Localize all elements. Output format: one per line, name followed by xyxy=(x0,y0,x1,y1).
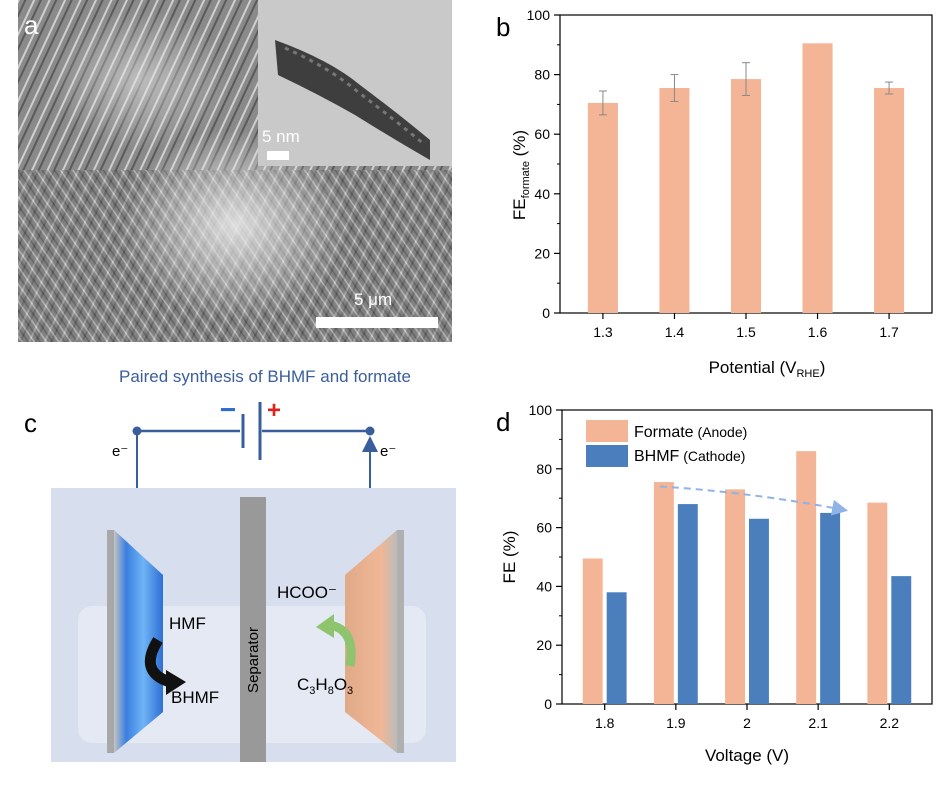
panel-b-xtick-label: 1.5 xyxy=(736,324,756,340)
panel-d-ytick-label: 100 xyxy=(529,402,553,418)
panel-b-xtick-label: 1.4 xyxy=(665,324,685,340)
panel-d-xtick-label: 2.1 xyxy=(808,715,828,731)
oxidation-arrow xyxy=(328,620,356,667)
bar-bhmf-2.1 xyxy=(820,512,841,704)
panel-b-xtick-label: 1.7 xyxy=(879,324,899,340)
panel-b-ytick-label: 100 xyxy=(527,7,551,23)
main-scale-label: 5 μm xyxy=(354,290,392,309)
bar-formate-2 xyxy=(725,489,745,704)
panel-d-chart: d FE (%) Voltage (V) Formate (Anode) BHM… xyxy=(496,402,933,765)
bar-bhmf-1.9 xyxy=(677,504,698,704)
formate-ion-label: HCOO⁻ xyxy=(277,583,337,602)
legend-label-formate: Formate (Anode) xyxy=(634,424,747,441)
bar-1.6 xyxy=(802,43,833,314)
tem-nanorod-grain xyxy=(284,46,426,147)
panel-d-ylabel: FE (%) xyxy=(500,531,519,584)
cathode-edge xyxy=(107,530,114,753)
legend-swatch-bhmf xyxy=(586,445,628,467)
node-right xyxy=(365,426,375,436)
inset-scale-label: 5 nm xyxy=(262,127,300,146)
electron-right-label: e⁻ xyxy=(380,443,396,460)
panel-d-ytick-label: 0 xyxy=(544,696,552,712)
panel-d-ytick-label: 80 xyxy=(536,461,552,477)
panel-d-ytick-label: 40 xyxy=(536,578,552,594)
bhmf-label: BHMF xyxy=(171,688,219,707)
bar-1.7 xyxy=(874,88,905,313)
minus-sign: − xyxy=(220,394,236,425)
panel-b-ytick-label: 60 xyxy=(534,126,550,142)
panel-b-xtick-label: 1.6 xyxy=(808,324,828,340)
panel-b-ytick-label: 40 xyxy=(534,186,550,202)
panel-b-ytick-label: 20 xyxy=(534,245,550,261)
panel-b-chart: b FEformate (%) Potential (VRHE) 0 20 40 60… xyxy=(496,7,933,380)
panel-d-xlabel: Voltage (V) xyxy=(705,746,789,765)
reduction-arrow xyxy=(144,637,172,688)
bar-1.5 xyxy=(730,79,762,313)
bar-formate-1.9 xyxy=(653,482,674,704)
separator-label: Separator xyxy=(245,627,262,693)
panel-b-ylabel: FEformate (%) xyxy=(510,130,532,220)
bar-bhmf-2.2 xyxy=(891,576,912,704)
bar-1.4 xyxy=(659,88,690,313)
panel-b-xtick-label: 1.3 xyxy=(593,324,613,340)
bar-formate-1.8 xyxy=(582,558,603,704)
bar-1.3 xyxy=(587,102,618,313)
legend-label-bhmf: BHMF (Cathode) xyxy=(634,448,745,465)
panel-d-ytick-label: 20 xyxy=(536,637,552,653)
panel-d-xtick-label: 1.8 xyxy=(595,715,615,731)
bar-formate-2.2 xyxy=(867,502,888,704)
panel-d-legend: Formate (Anode) BHMF (Cathode) xyxy=(586,420,747,467)
bar-bhmf-2 xyxy=(749,518,769,704)
glycerol-label: C3H8O3 xyxy=(297,675,353,697)
legend-swatch-formate xyxy=(586,420,628,442)
plus-sign: + xyxy=(267,397,281,424)
panel-d-ytick-label: 60 xyxy=(536,520,552,536)
panel-a: a 5 nm 5 μm xyxy=(18,0,452,342)
separator xyxy=(240,497,266,762)
cathode-electrode xyxy=(114,530,163,753)
reduction-arrow-head xyxy=(166,670,186,695)
panel-d-xtick-label: 1.9 xyxy=(666,715,686,731)
anode-edge xyxy=(397,530,404,753)
panel-b-ytick-label: 0 xyxy=(542,305,550,321)
electron-left-label: e⁻ xyxy=(112,443,128,460)
sem-cluster-highlight xyxy=(120,130,350,320)
panel-c-schematic: c Paired synthesis of BHMF and formate −… xyxy=(24,367,456,762)
sem-cluster-highlight-2 xyxy=(50,10,230,150)
inset-scale-bar xyxy=(267,151,289,160)
panel-b-label: b xyxy=(496,12,510,42)
bar-bhmf-1.8 xyxy=(606,592,627,704)
panel-b-xlabel: Potential (VRHE) xyxy=(709,358,826,380)
main-scale-bar xyxy=(316,317,438,328)
hmf-label: HMF xyxy=(169,614,206,633)
tem-nanorod xyxy=(275,40,430,160)
panel-c-label: c xyxy=(24,408,37,438)
panel-a-label: a xyxy=(24,10,39,40)
panel-c-title: Paired synthesis of BHMF and formate xyxy=(119,367,411,386)
oxidation-arrow-head xyxy=(316,614,334,638)
bar-formate-2.1 xyxy=(796,451,817,704)
panel-d-label: d xyxy=(496,407,510,437)
anode-electrode xyxy=(345,530,397,753)
panel-b-ytick-label: 80 xyxy=(534,67,550,83)
panel-d-xtick-label: 2 xyxy=(743,715,751,731)
panel-d-xtick-label: 2.2 xyxy=(880,715,900,731)
